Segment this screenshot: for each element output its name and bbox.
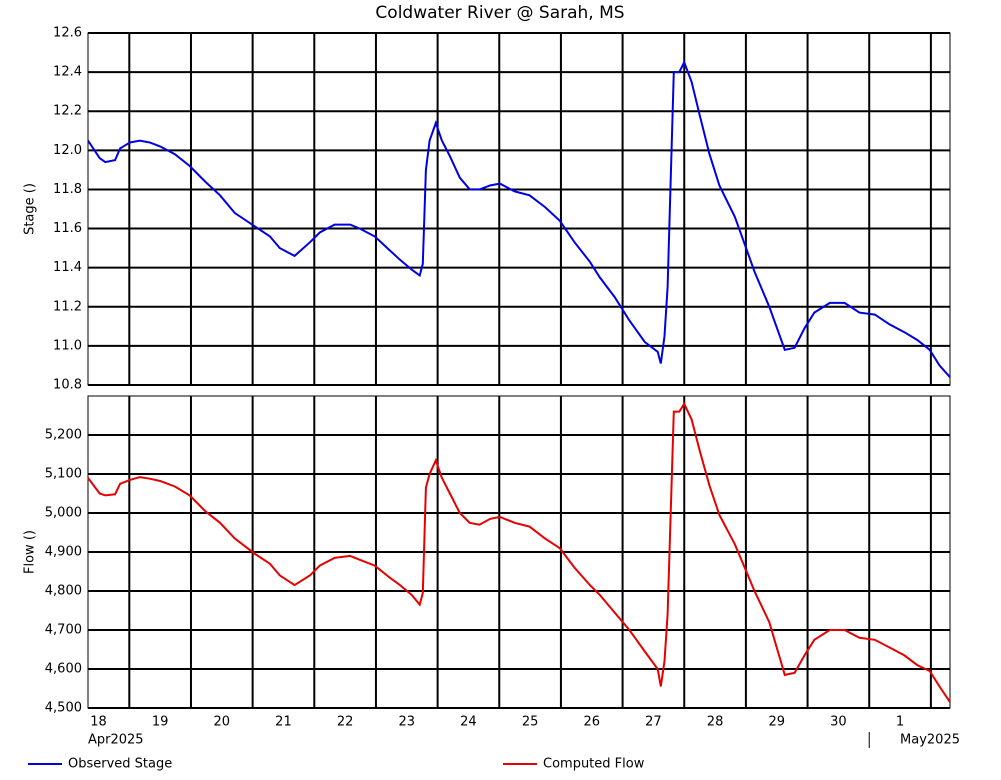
- y-tick-label: 5,000: [45, 506, 82, 521]
- y-tick-label: 12.2: [53, 104, 82, 119]
- y-tick-label: 11.6: [53, 221, 82, 236]
- y-tick-label: 11.0: [53, 338, 82, 353]
- x-tick-label: 27: [645, 715, 662, 730]
- y-tick-label: 12.4: [53, 65, 82, 80]
- series-line: [87, 401, 951, 703]
- x-tick-label: 22: [337, 715, 354, 730]
- y-tick-label: 11.4: [53, 260, 82, 275]
- y-tick-label: 10.8: [53, 378, 82, 393]
- x-tick-label: 18: [90, 715, 107, 730]
- x-tick-label: 1: [896, 715, 904, 730]
- x-tick-label: 23: [399, 715, 416, 730]
- y-tick-label: 5,100: [45, 467, 82, 482]
- chart-title: Coldwater River @ Sarah, MS: [375, 3, 624, 23]
- legend-label: Observed Stage: [68, 757, 172, 772]
- month-label: May2025: [900, 733, 960, 748]
- y-tick-label: 5,200: [45, 428, 82, 443]
- series-line: [87, 59, 951, 378]
- y-tick-label: 4,800: [45, 584, 82, 599]
- x-tick-label: 20: [214, 715, 231, 730]
- y-tick-label: 4,600: [45, 662, 82, 677]
- y-tick-label: 12.0: [53, 143, 82, 158]
- y-axis-label: Stage (): [23, 183, 38, 235]
- y-tick-label: 4,500: [45, 701, 82, 716]
- y-tick-label: 4,900: [45, 545, 82, 560]
- y-tick-label: 11.2: [53, 299, 82, 314]
- y-tick-label: 4,700: [45, 623, 82, 638]
- y-tick-label: 12.6: [53, 26, 82, 41]
- x-tick-label: 24: [460, 715, 477, 730]
- x-tick-label: 30: [830, 715, 847, 730]
- x-tick-label: 28: [707, 715, 724, 730]
- x-tick-label: 25: [522, 715, 539, 730]
- y-axis-label: Flow (): [23, 530, 38, 574]
- month-label: Apr2025: [88, 733, 144, 748]
- x-tick-label: 19: [152, 715, 169, 730]
- x-tick-label: 26: [583, 715, 600, 730]
- x-tick-label: 21: [275, 715, 292, 730]
- y-tick-label: 11.8: [53, 182, 82, 197]
- plot-area: [87, 32, 951, 386]
- legend-label: Computed Flow: [543, 757, 645, 772]
- x-tick-label: 29: [768, 715, 785, 730]
